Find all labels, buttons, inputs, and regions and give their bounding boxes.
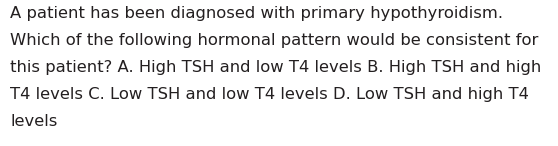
Text: this patient? A. High TSH and low T4 levels B. High TSH and high: this patient? A. High TSH and low T4 lev… <box>10 60 541 75</box>
Text: A patient has been diagnosed with primary hypothyroidism.: A patient has been diagnosed with primar… <box>10 6 503 21</box>
Text: Which of the following hormonal pattern would be consistent for: Which of the following hormonal pattern … <box>10 33 538 48</box>
Text: T4 levels C. Low TSH and low T4 levels D. Low TSH and high T4: T4 levels C. Low TSH and low T4 levels D… <box>10 87 529 102</box>
Text: levels: levels <box>10 114 57 129</box>
